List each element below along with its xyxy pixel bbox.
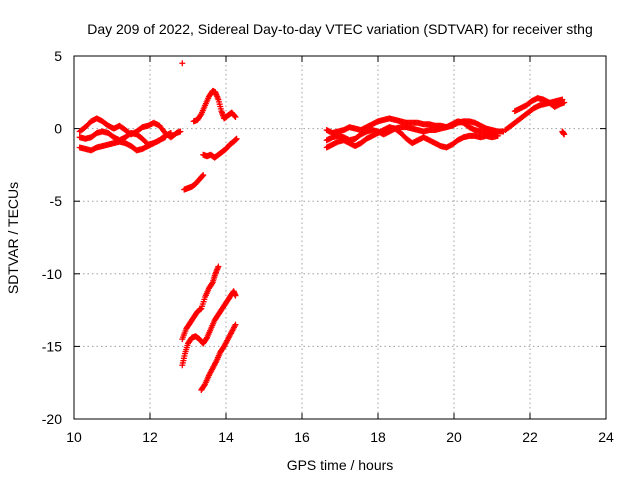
x-tick-label: 16 bbox=[294, 429, 310, 445]
data-point bbox=[561, 131, 568, 138]
y-tick-label: -15 bbox=[42, 338, 62, 354]
data-point bbox=[162, 134, 169, 141]
data-point bbox=[231, 113, 238, 120]
x-tick-label: 12 bbox=[142, 429, 158, 445]
series-track-m bbox=[323, 124, 501, 151]
data-point bbox=[208, 280, 215, 287]
x-tick-label: 10 bbox=[66, 429, 82, 445]
data-point bbox=[177, 128, 184, 135]
y-tick-label: -20 bbox=[42, 411, 62, 427]
series-track-g bbox=[181, 172, 207, 193]
y-tick-label: -5 bbox=[50, 193, 63, 209]
data-point bbox=[232, 113, 239, 120]
x-tick-label: 22 bbox=[522, 429, 538, 445]
x-tick-label: 18 bbox=[370, 429, 386, 445]
data-point bbox=[179, 60, 186, 67]
series-track-o bbox=[511, 95, 568, 115]
series-track-j bbox=[198, 321, 239, 393]
data-point bbox=[215, 263, 222, 270]
y-tick-label: -10 bbox=[42, 266, 62, 282]
series-track-d bbox=[179, 60, 186, 67]
x-axis-ticks: 10 12 14 16 18 20 22 24 bbox=[66, 56, 614, 445]
plot-frame bbox=[73, 55, 607, 420]
series-track-f bbox=[200, 135, 240, 161]
series-track-i bbox=[179, 288, 239, 369]
data-point bbox=[232, 292, 239, 299]
data-points bbox=[76, 60, 568, 393]
data-point bbox=[200, 172, 207, 179]
series-track-p bbox=[559, 128, 568, 138]
y-tick-label: 5 bbox=[54, 48, 62, 64]
chart-title: Day 209 of 2022, Sidereal Day-to-day VTE… bbox=[87, 21, 593, 37]
x-tick-label: 20 bbox=[446, 429, 462, 445]
x-axis-label: GPS time / hours bbox=[287, 457, 394, 473]
x-tick-label: 24 bbox=[598, 429, 614, 445]
data-point bbox=[233, 135, 240, 142]
data-point bbox=[494, 132, 501, 139]
x-tick-label: 14 bbox=[218, 429, 234, 445]
y-axis-label: SDTVAR / TECUs bbox=[5, 182, 21, 294]
data-point bbox=[167, 129, 174, 136]
grid bbox=[74, 56, 606, 419]
data-point bbox=[199, 172, 206, 179]
y-tick-label: 0 bbox=[54, 121, 62, 137]
series-track-c bbox=[76, 134, 169, 154]
series-track-h bbox=[179, 263, 222, 343]
data-point bbox=[232, 321, 239, 328]
series-track-e bbox=[190, 87, 239, 125]
data-point bbox=[561, 99, 568, 106]
